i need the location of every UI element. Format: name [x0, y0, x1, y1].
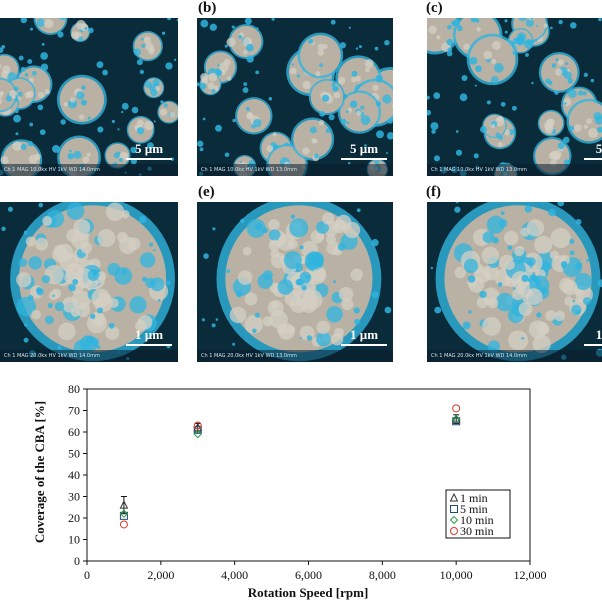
scale-bar: 5 µm — [126, 141, 172, 160]
y-tick-label: 30 — [68, 490, 80, 504]
x-tick-label: 12,000 — [514, 568, 547, 582]
legend-label: 10 min — [460, 513, 494, 527]
x-tick-label: 2,000 — [147, 568, 174, 582]
x-tick-label: 0 — [84, 568, 90, 582]
y-tick-label: 20 — [68, 511, 80, 525]
scale-bar-label: 5 µm — [134, 141, 164, 156]
sem-info-bar: Ch 1 MAG 20.0kx HV 1kV WD 13.0mm — [197, 350, 393, 362]
data-point — [193, 421, 202, 430]
data-point — [451, 414, 461, 424]
legend-marker — [450, 505, 458, 513]
data-point — [119, 509, 129, 518]
data-point — [119, 520, 128, 529]
scale-bar-label: 1 µm — [349, 327, 379, 342]
scale-bar: 1 — [584, 327, 602, 346]
legend-label: 5 min — [460, 502, 488, 516]
scale-bar-line — [341, 158, 387, 160]
y-tick-label: 0 — [74, 554, 80, 568]
scale-bar-label: 5 — [595, 141, 602, 156]
panel-label: (b) — [198, 0, 217, 16]
coverage-chart: 0 10 20 30 40 50 60 70 80 0 2,000 4,000 6,000 8,000 1… — [32, 382, 547, 600]
x-axis-title: Rotation Speed [rpm] — [248, 585, 369, 600]
sem-micrograph — [427, 18, 602, 176]
y-axis-ticks: 0 10 20 30 40 50 60 70 80 — [68, 382, 87, 568]
panel-label: (e) — [198, 184, 215, 200]
scale-bar-label: 1 — [595, 327, 602, 342]
legend-box — [445, 489, 511, 539]
y-tick-label: 10 — [68, 533, 80, 547]
legend-marker — [449, 515, 459, 525]
sem-panel: Ch 1 MAG 20.0kx HV 1kV WD 14.0mm 1 — [427, 202, 602, 362]
y-tick-label: 60 — [68, 425, 80, 439]
sem-info-bar: Ch 1 MAG 10.0kx HV 1kV WD 13.0mm — [427, 164, 602, 176]
data-point — [193, 425, 202, 434]
y-tick-label: 40 — [68, 468, 80, 482]
scale-bar-line — [341, 344, 387, 346]
sem-panel: Ch 1 MAG 10.0kx HV 1kV WD 13.0mm 5 µm — [197, 18, 393, 176]
scale-bar: 1 µm — [126, 327, 172, 346]
sem-micrograph — [427, 202, 602, 362]
legend-label: 30 min — [460, 524, 494, 538]
sem-micrograph — [0, 202, 178, 362]
panel-label: (c) — [426, 0, 443, 16]
sem-info-bar: Ch 1 MAG 20.0kx HV 1kV WD 14.0mm — [0, 350, 178, 362]
data-points — [119, 404, 461, 529]
scale-bar-line — [126, 158, 172, 160]
sem-panel: Ch 1 MAG 10.0kx HV 1kV WD 14.0mm 5 µm — [0, 18, 178, 176]
sem-panel: Ch 1 MAG 10.0kx HV 1kV WD 13.0mm 5 — [427, 18, 602, 176]
scale-bar-label: 5 µm — [349, 141, 379, 156]
x-tick-label: 4,000 — [221, 568, 248, 582]
x-tick-label: 8,000 — [369, 568, 396, 582]
legend-marker — [450, 527, 458, 535]
data-point — [119, 511, 128, 520]
data-point — [452, 417, 461, 426]
scale-bar: 5 µm — [341, 141, 387, 160]
x-tick-label: 6,000 — [295, 568, 322, 582]
legend-label: 1 min — [460, 491, 488, 505]
sem-info-bar: Ch 1 MAG 20.0kx HV 1kV WD 14.0mm — [427, 350, 602, 362]
scale-bar-label: 1 µm — [134, 327, 164, 342]
sem-panel: Ch 1 MAG 20.0kx HV 1kV WD 14.0mm 1 µm — [0, 202, 178, 362]
sem-micrograph — [197, 202, 393, 362]
y-axis-title: Coverage of the CBA [%] — [32, 401, 47, 543]
sem-info-bar: Ch 1 MAG 10.0kx HV 1kV WD 14.0mm — [0, 164, 178, 176]
scale-bar-line — [584, 344, 602, 346]
y-tick-label: 80 — [68, 382, 80, 396]
data-point — [193, 429, 202, 439]
legend-marker — [449, 492, 459, 502]
sem-micrograph — [197, 18, 393, 176]
x-axis-ticks: 0 2,000 4,000 6,000 8,000 10,000 12,000 — [84, 561, 547, 582]
data-point — [119, 499, 129, 509]
sem-info-bar: Ch 1 MAG 10.0kx HV 1kV WD 13.0mm — [197, 164, 393, 176]
y-tick-label: 70 — [68, 404, 80, 418]
y-tick-label: 50 — [68, 447, 80, 461]
x-tick-label: 10,000 — [440, 568, 473, 582]
panel-label: (f) — [426, 184, 441, 200]
scale-bar: 1 µm — [341, 327, 387, 346]
data-point — [452, 404, 461, 413]
scale-bar: 5 — [584, 141, 602, 160]
sem-panel: Ch 1 MAG 20.0kx HV 1kV WD 13.0mm 1 µm — [197, 202, 393, 362]
scale-bar-line — [584, 158, 602, 160]
scale-bar-line — [126, 344, 172, 346]
